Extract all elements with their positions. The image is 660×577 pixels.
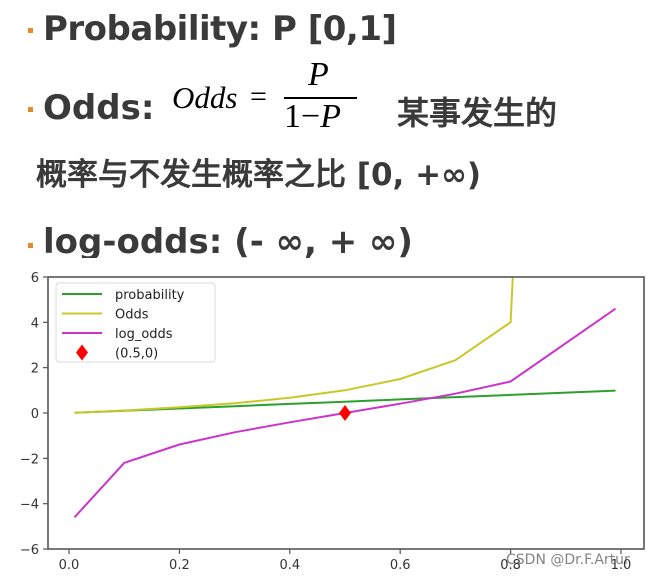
- y-tick-label: 6: [31, 271, 39, 286]
- odds-description-end: 概率与不发生概率之比 [0, +∞): [36, 157, 482, 193]
- legend-label: probability: [115, 288, 185, 303]
- probability-line: Probability: P [0,1]: [43, 9, 397, 49]
- x-tick-label: 0.2: [169, 558, 190, 573]
- diamond-marker: [339, 405, 351, 421]
- legend-label: (0.5,0): [115, 347, 158, 362]
- legend-label: log_odds: [115, 327, 173, 342]
- formula-denominator: 1−P: [284, 98, 341, 136]
- x-tick-label: 0.0: [59, 558, 80, 573]
- log-odds-line: log-odds: (- ∞, + ∞): [43, 222, 413, 258]
- legend-label: Odds: [115, 308, 149, 323]
- x-tick-label: 0.6: [390, 558, 411, 573]
- y-axis: 6 4 2 0 −2 −4 −6: [20, 271, 48, 558]
- y-tick-label: −4: [20, 498, 39, 513]
- legend: probability Odds log_odds (0.5,0): [55, 282, 216, 363]
- x-axis: 0.0 0.2 0.4 0.6 0.8 1.0: [59, 549, 632, 573]
- formula-numerator: P: [308, 56, 329, 93]
- watermark: CSDN @Dr.F.Artur: [506, 552, 630, 568]
- x-tick-label: 1.0: [611, 558, 632, 573]
- formula-equals: =: [250, 80, 267, 113]
- x-tick-label: 0.8: [500, 558, 521, 573]
- denominator-var: P: [320, 98, 341, 135]
- y-tick-label: 0: [31, 407, 39, 422]
- x-tick-label: 0.4: [279, 558, 300, 573]
- formula-lhs: Odds: [172, 80, 238, 115]
- legend-diamond-icon: [76, 344, 88, 361]
- denominator-prefix: 1−: [284, 98, 321, 135]
- bullet-icon: [28, 28, 33, 33]
- slide-text: Probability: P [0,1] Odds: Odds = P 1−P …: [0, 0, 660, 258]
- odds-label: Odds:: [43, 88, 155, 128]
- series-odds: [74, 277, 514, 414]
- y-tick-label: −2: [20, 452, 39, 467]
- odds-description-start: 某事发生的: [397, 94, 558, 132]
- bullet-icon: [28, 243, 33, 248]
- y-tick-label: −6: [20, 543, 39, 558]
- series-log-odds: [73, 307, 617, 518]
- y-tick-label: 2: [31, 362, 39, 377]
- bullet-icon: [28, 107, 33, 112]
- y-tick-label: 4: [31, 316, 39, 331]
- fraction-bar: [284, 97, 357, 99]
- plot-area: [73, 277, 617, 518]
